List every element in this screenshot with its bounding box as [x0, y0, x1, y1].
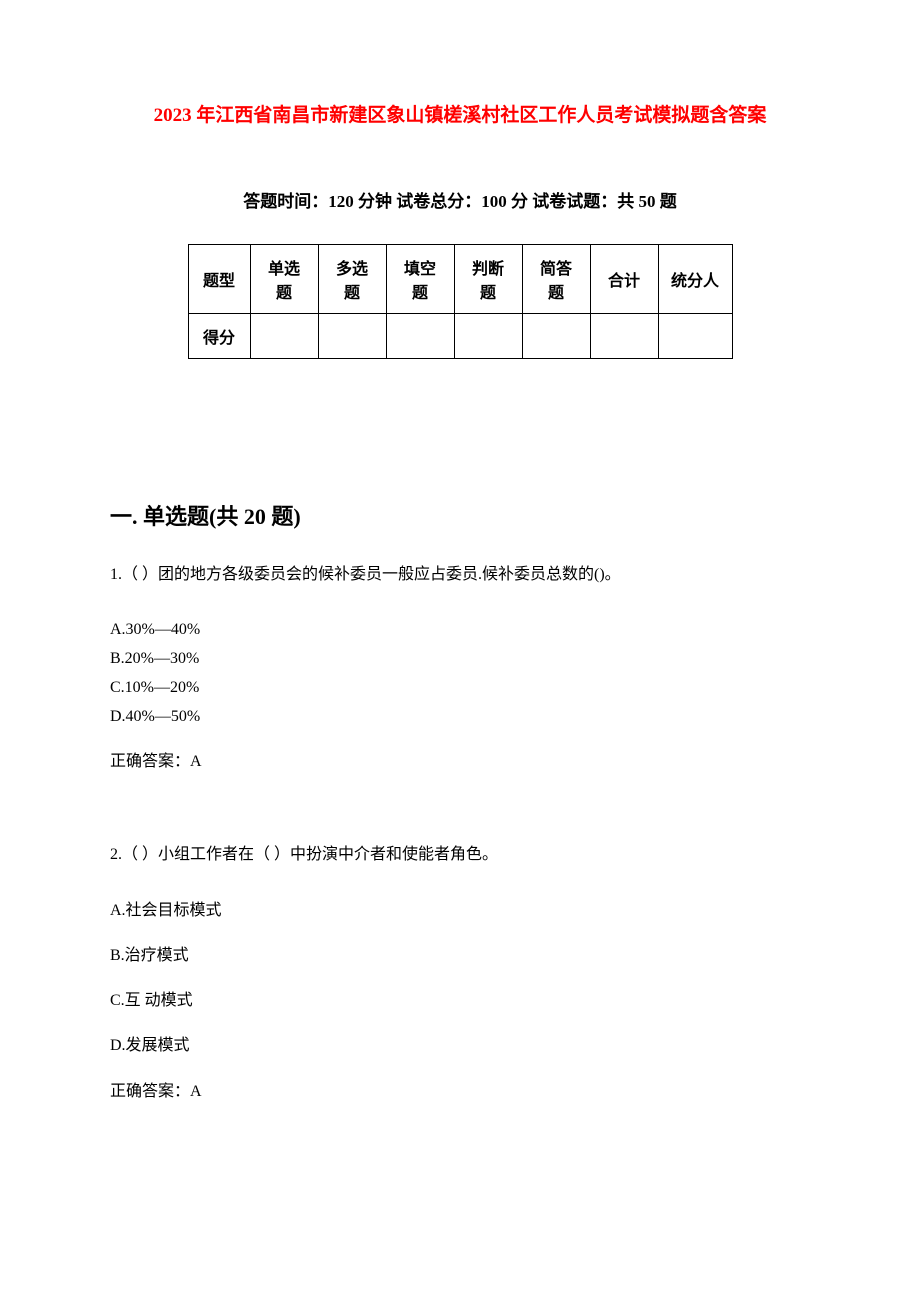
row2-label: 得分	[188, 314, 250, 359]
total-label: 试卷总分：	[396, 192, 481, 211]
q2-answer: 正确答案：A	[110, 1077, 810, 1101]
q2-option-a: A.社会目标模式	[110, 897, 810, 924]
q1-option-c: C.10%—20%	[110, 674, 810, 703]
col-blank: 填空题	[386, 245, 454, 314]
time-label: 答题时间：	[243, 192, 328, 211]
q2-stem: 2.（ ）小组工作者在（ ）中扮演中介者和使能者角色。	[110, 841, 810, 868]
score-cell	[250, 314, 318, 359]
score-cell	[522, 314, 590, 359]
score-cell	[658, 314, 732, 359]
col-short: 简答题	[522, 245, 590, 314]
q1-stem: 1.（ ）团的地方各级委员会的候补委员一般应占委员.候补委员总数的()。	[110, 561, 810, 588]
q2-option-b: B.治疗模式	[110, 942, 810, 969]
table-row: 题型 单选题 多选题 填空题 判断题 简答题 合计 统分人	[188, 245, 732, 314]
section-1-heading: 一. 单选题(共 20 题)	[110, 499, 810, 531]
title-text: 2023 年江西省南昌市新建区象山镇槎溪村社区工作人员考试模拟题含答案	[154, 105, 767, 126]
row1-label: 题型	[188, 245, 250, 314]
q1-option-a: A.30%—40%	[110, 616, 810, 645]
exam-meta-line: 答题时间：120 分钟 试卷总分：100 分 试卷试题：共 50 题	[110, 187, 810, 212]
table-row: 得分	[188, 314, 732, 359]
q1-option-d: D.40%—50%	[110, 703, 810, 732]
col-judge: 判断题	[454, 245, 522, 314]
score-cell	[318, 314, 386, 359]
q2-option-d: D.发展模式	[110, 1032, 810, 1059]
col-multiple: 多选题	[318, 245, 386, 314]
col-scorer: 统分人	[658, 245, 732, 314]
q1-option-b: B.20%—30%	[110, 645, 810, 674]
score-table: 题型 单选题 多选题 填空题 判断题 简答题 合计 统分人 得分	[188, 244, 733, 359]
q2-options: A.社会目标模式 B.治疗模式 C.互 动模式 D.发展模式	[110, 897, 810, 1060]
score-cell	[454, 314, 522, 359]
col-single: 单选题	[250, 245, 318, 314]
count-value: 共 50 题	[617, 192, 677, 211]
q1-answer: 正确答案：A	[110, 747, 810, 771]
col-total: 合计	[590, 245, 658, 314]
count-label: 试卷试题：	[532, 192, 617, 211]
q1-options: A.30%—40% B.20%—30% C.10%—20% D.40%—50%	[110, 616, 810, 731]
q2-option-c: C.互 动模式	[110, 987, 810, 1014]
total-value: 100 分	[481, 192, 528, 211]
score-cell	[590, 314, 658, 359]
score-cell	[386, 314, 454, 359]
document-title: 2023 年江西省南昌市新建区象山镇槎溪村社区工作人员考试模拟题含答案	[110, 100, 810, 127]
time-value: 120 分钟	[328, 192, 392, 211]
